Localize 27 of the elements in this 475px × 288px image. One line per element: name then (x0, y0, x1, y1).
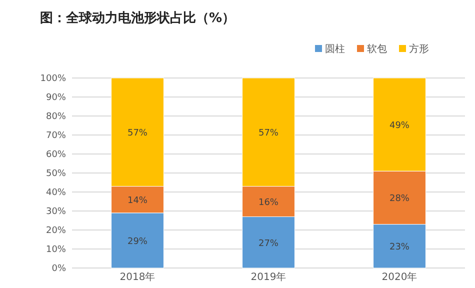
legend-label: 圆柱 (325, 43, 345, 55)
legend-label: 方形 (409, 43, 429, 55)
legend-label: 软包 (367, 43, 387, 55)
data-label: 57% (127, 128, 148, 139)
y-tick-label: 50% (46, 168, 66, 179)
x-tick-label: 2018年 (120, 271, 156, 284)
data-label: 28% (389, 194, 410, 204)
y-tick-label: 80% (46, 112, 66, 122)
chart-title: 图：全球动力电池形状占比（%） (40, 10, 236, 26)
data-label: 29% (127, 236, 148, 247)
x-tick-label: 2020年 (382, 271, 418, 284)
y-tick-label: 60% (46, 150, 66, 160)
y-tick-label: 20% (46, 226, 66, 236)
y-tick-label: 30% (46, 206, 66, 217)
data-label: 49% (389, 121, 410, 132)
x-tick-label: 2019年 (250, 271, 286, 284)
y-tick-label: 10% (46, 244, 66, 255)
data-label: 14% (127, 196, 148, 206)
y-tick-label: 0% (52, 264, 66, 274)
data-label: 16% (258, 198, 279, 208)
y-tick-label: 40% (46, 188, 66, 198)
y-tick-label: 90% (46, 92, 66, 103)
y-tick-label: 70% (46, 130, 66, 141)
y-tick-label: 100% (40, 74, 66, 84)
data-label: 57% (258, 128, 279, 139)
data-label: 27% (258, 238, 279, 249)
data-label: 23% (389, 242, 410, 253)
